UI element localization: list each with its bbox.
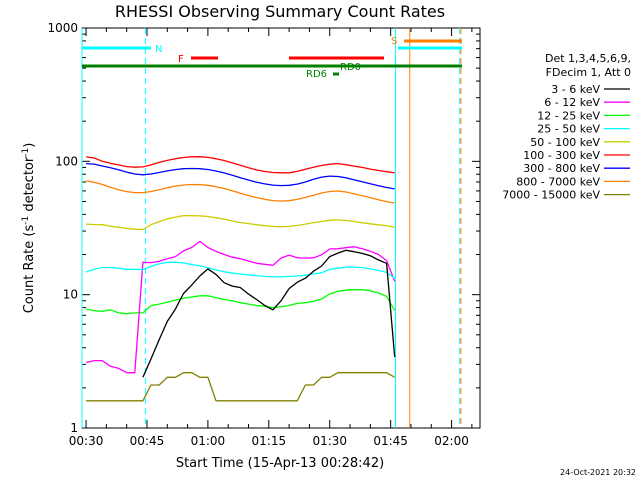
y-tick-label: 1000 xyxy=(47,21,78,35)
chart-title: RHESSI Observing Summary Count Rates xyxy=(115,2,445,21)
y-tick-label: 10 xyxy=(63,288,78,302)
x-tick-label: 01:15 xyxy=(252,434,287,448)
legend-label: 12 - 25 keV xyxy=(537,109,600,122)
y-axis-label-mid: detector xyxy=(22,156,37,216)
legend-label: 50 - 100 keV xyxy=(530,136,600,149)
time-markers xyxy=(81,28,462,428)
legend-label: 800 - 7000 keV xyxy=(516,175,600,188)
status-bars: N S F RD0 RD6 xyxy=(82,36,462,80)
x-tick-label: 01:00 xyxy=(191,434,226,448)
y-tick-label: 1 xyxy=(70,421,78,435)
y-axis-label: Count Rate (s-1 detector-1) xyxy=(21,143,37,314)
x-tick-label: 00:30 xyxy=(69,434,104,448)
timestamp: 24-Oct-2021 20:32 xyxy=(560,468,636,477)
axis-ticks: 00:30 00:45 01:00 01:15 01:30 01:45 02:00 1 10 10… xyxy=(47,21,480,448)
series-lines xyxy=(85,156,396,402)
series-line-5 xyxy=(86,214,395,231)
legend-title-line-2: FDecim 1, Att 0 xyxy=(546,66,631,79)
series-line-6 xyxy=(86,156,395,174)
y-axis-label-end: ) xyxy=(22,143,37,148)
series-line-1 xyxy=(142,249,396,378)
y-axis-label-sup1: -1 xyxy=(21,216,31,225)
x-tick-label: 01:45 xyxy=(373,434,408,448)
x-axis-label: Start Time (15-Apr-13 00:28:42) xyxy=(176,456,384,471)
legend-label: 7000 - 15000 keV xyxy=(502,189,600,202)
legend-label: 3 - 6 keV xyxy=(551,83,600,96)
series-line-9 xyxy=(86,372,396,402)
legend-label: 25 - 50 keV xyxy=(537,123,600,136)
legend: Det 1,3,4,5,6,9, FDecim 1, Att 0 3 - 6 k… xyxy=(502,52,631,202)
legend-title-line-1: Det 1,3,4,5,6,9, xyxy=(545,52,631,65)
y-axis-label-sup2: -1 xyxy=(21,148,31,157)
y-tick-label: 100 xyxy=(55,154,78,168)
y-axis-label-main: Count Rate (s xyxy=(22,225,37,314)
flare-label: F xyxy=(178,54,184,65)
saa-label: S xyxy=(391,36,397,47)
series-line-8 xyxy=(86,180,395,204)
night-label: N xyxy=(155,44,162,55)
legend-label: 6 - 12 keV xyxy=(544,96,600,109)
rd0-label: RD0 xyxy=(340,62,361,73)
x-tick-label: 00:45 xyxy=(130,434,165,448)
x-tick-label: 01:30 xyxy=(312,434,347,448)
series-line-7 xyxy=(86,162,395,190)
plot-frame xyxy=(81,27,481,429)
legend-label: 300 - 800 keV xyxy=(523,162,600,175)
rd6-label: RD6 xyxy=(306,69,327,80)
x-tick-label: 02:00 xyxy=(434,434,469,448)
series-line-4 xyxy=(85,261,396,279)
series-line-2 xyxy=(85,240,396,374)
series-line-3 xyxy=(85,289,396,315)
legend-label: 100 - 300 keV xyxy=(523,149,600,162)
